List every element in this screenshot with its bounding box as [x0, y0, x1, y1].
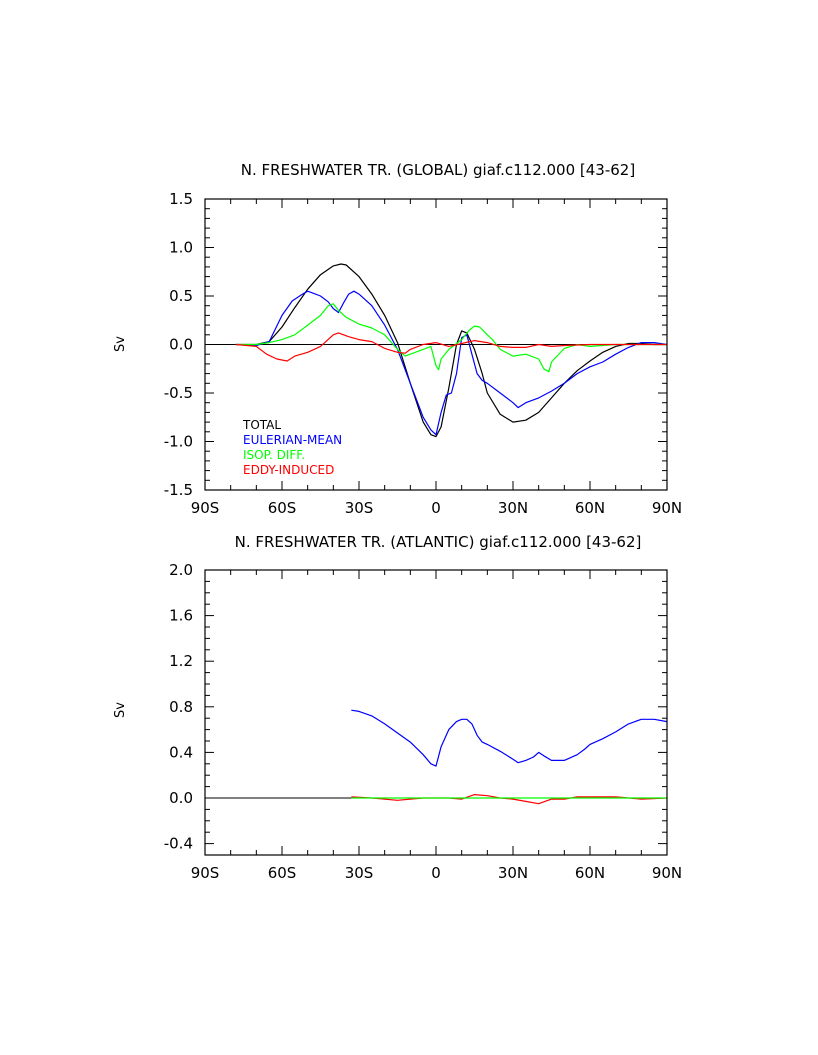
legend-entry-total: TOTAL [242, 418, 281, 432]
legend: TOTAL EULERIAN-MEAN ISOP. DIFF. EDDY-IND… [242, 418, 342, 477]
global-x-tick-labels: 90S 60S 30S 0 30N 60N 90N [191, 499, 682, 517]
y-tick-label: 1.2 [169, 652, 193, 670]
series-line-eddy-induced [351, 793, 668, 805]
global-y-tick-labels: -1.5 -1.0 -0.5 0.0 0.5 1.0 1.5 [164, 190, 193, 499]
y-tick-label: -0.5 [164, 384, 193, 402]
y-tick-label: -1.5 [164, 481, 193, 499]
series-line-isop-diff [235, 303, 667, 373]
atlantic-chart-title: N. FRESHWATER TR. (ATLANTIC) giaf.c112.0… [235, 533, 642, 551]
series-line-eulerian-mean [235, 290, 668, 436]
y-tick-label: 2.0 [169, 561, 193, 579]
y-tick-label: 0.5 [169, 287, 193, 305]
global-y-axis-label: Sv [113, 336, 128, 352]
legend-entry-isop-diff: ISOP. DIFF. [243, 448, 305, 462]
y-tick-label: 1.6 [169, 607, 193, 625]
y-tick-label: 1.0 [169, 239, 193, 257]
series-line-total [235, 263, 667, 438]
x-tick-label: 90N [652, 864, 682, 882]
atlantic-series [351, 709, 668, 805]
y-tick-label: 0.0 [169, 336, 193, 354]
x-tick-label: 90N [652, 499, 682, 517]
x-tick-label: 60N [575, 499, 605, 517]
atlantic-y-tick-labels: -0.4 0.0 0.4 0.8 1.2 1.6 2.0 [164, 561, 193, 853]
global-chart-title: N. FRESHWATER TR. (GLOBAL) giaf.c112.000… [241, 161, 635, 179]
global-panel: N. FRESHWATER TR. (GLOBAL) giaf.c112.000… [113, 161, 682, 517]
x-tick-label: 60S [268, 499, 297, 517]
x-tick-label: 30S [345, 499, 374, 517]
x-tick-label: 30S [345, 864, 374, 882]
y-tick-label: 1.5 [169, 190, 193, 208]
legend-entry-eulerian-mean: EULERIAN-MEAN [243, 433, 342, 447]
y-tick-label: 0.4 [169, 743, 193, 761]
x-tick-label: 60N [575, 864, 605, 882]
series-line-eulerian-mean [351, 709, 668, 767]
x-tick-label: 30N [498, 499, 528, 517]
x-tick-label: 90S [191, 864, 220, 882]
y-tick-label: 0.0 [169, 789, 193, 807]
x-tick-label: 0 [431, 499, 441, 517]
series-line-eddy-induced [235, 332, 667, 362]
atlantic-x-tick-labels: 90S 60S 30S 0 30N 60N 90N [191, 864, 682, 882]
x-tick-label: 60S [268, 864, 297, 882]
legend-entry-eddy-induced: EDDY-INDUCED [243, 463, 334, 477]
x-tick-label: 90S [191, 499, 220, 517]
atlantic-y-axis-label: Sv [113, 702, 128, 718]
atlantic-panel: N. FRESHWATER TR. (ATLANTIC) giaf.c112.0… [113, 533, 682, 882]
atlantic-plot-frame [204, 569, 668, 856]
atlantic-ticks [204, 569, 668, 855]
x-tick-label: 30N [498, 864, 528, 882]
y-tick-label: -0.4 [164, 835, 193, 853]
x-tick-label: 0 [431, 864, 441, 882]
global-plot-frame [204, 198, 668, 491]
global-series [235, 263, 668, 438]
y-tick-label: 0.8 [169, 698, 193, 716]
y-tick-label: -1.0 [164, 433, 193, 451]
